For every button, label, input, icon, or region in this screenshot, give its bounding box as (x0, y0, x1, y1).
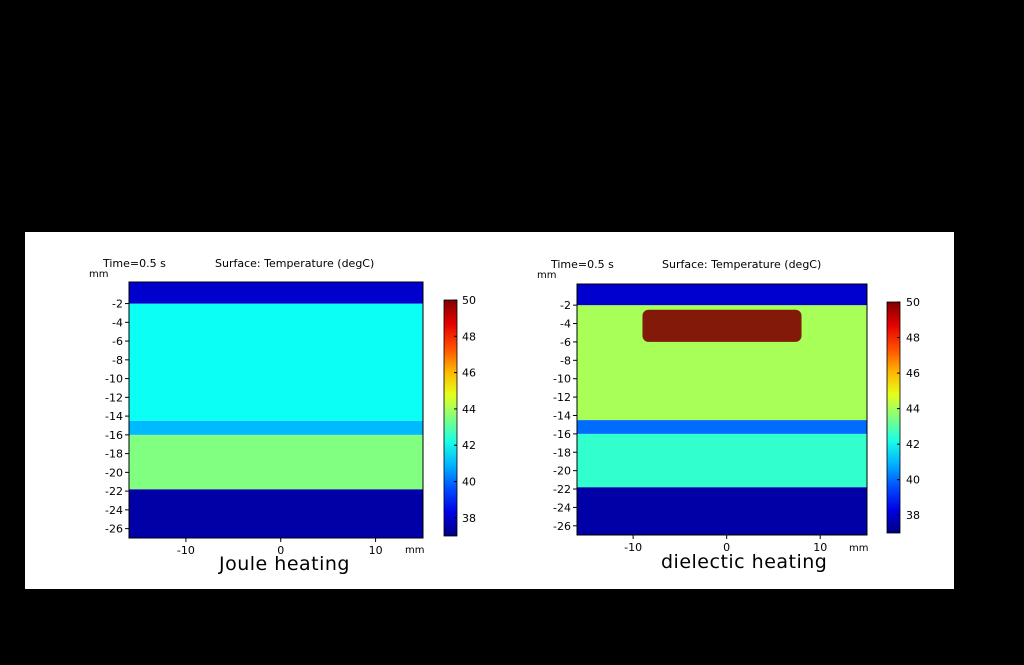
colorbar-tick-label: 42 (462, 439, 476, 452)
x-tick-label: 0 (277, 544, 284, 557)
temperature-region (577, 433, 867, 488)
y-tick-label: -10 (105, 373, 123, 386)
y-tick-label: -18 (105, 448, 123, 461)
colorbar-tick-label: 46 (906, 367, 920, 380)
colorbar-tick-label: 48 (462, 330, 476, 343)
temperature-region (129, 420, 423, 435)
y-tick-label: -12 (553, 391, 571, 404)
temperature-region (577, 487, 867, 535)
y-tick-label: -8 (112, 354, 123, 367)
temperature-region (129, 282, 423, 304)
colorbar (886, 301, 901, 534)
y-tick-label: -22 (553, 483, 571, 496)
colorbar-tick-label: 44 (462, 403, 476, 416)
x-tick-label: 10 (369, 544, 383, 557)
x-tick-label: 0 (723, 541, 730, 554)
y-tick-label: -4 (560, 318, 571, 331)
y-tick-label: -2 (560, 299, 571, 312)
x-tick-label: -10 (177, 544, 195, 557)
y-tick-label: -26 (553, 520, 571, 533)
x-unit-label: mm (849, 543, 869, 554)
y-tick-label: -24 (553, 501, 571, 514)
y-tick-label: -6 (112, 335, 123, 348)
y-unit-label: mm (89, 269, 109, 280)
chart-caption: dielectic heating (661, 551, 828, 573)
y-tick-label: -18 (553, 446, 571, 459)
colorbar-tick-label: 50 (462, 294, 476, 307)
time-label: Time=0.5 s (103, 257, 166, 270)
y-tick-label: -4 (112, 316, 123, 329)
y-tick-label: -16 (553, 428, 571, 441)
y-tick-label: -6 (560, 336, 571, 349)
y-tick-label: -16 (105, 429, 123, 442)
y-tick-label: -14 (553, 409, 571, 422)
y-unit-label: mm (537, 270, 557, 281)
colorbar (443, 299, 458, 537)
temperature-region (577, 284, 867, 306)
temperature-region (129, 434, 423, 490)
colorbar-tick-label: 44 (906, 403, 920, 416)
x-unit-label: mm (405, 545, 425, 556)
colorbar-tick-label: 48 (906, 332, 920, 345)
chart-title: Surface: Temperature (degC) (662, 258, 822, 271)
chart-title: Surface: Temperature (degC) (215, 257, 375, 270)
y-tick-label: -20 (553, 465, 571, 478)
y-tick-label: -24 (105, 504, 123, 517)
colorbar-tick-label: 38 (462, 512, 476, 525)
plot-frame (576, 283, 868, 536)
temperature-region (129, 489, 423, 538)
y-tick-label: -10 (553, 373, 571, 386)
y-tick-label: -22 (105, 485, 123, 498)
x-tick-label: 10 (813, 541, 827, 554)
y-tick-label: -26 (105, 523, 123, 536)
temperature-region (577, 420, 867, 434)
y-tick-label: -20 (105, 466, 123, 479)
colorbar-tick-label: 40 (906, 474, 920, 487)
chart-caption: Joule heating (219, 553, 350, 575)
y-tick-label: -8 (560, 354, 571, 367)
colorbar-tick-label: 46 (462, 367, 476, 380)
y-tick-label: -2 (112, 298, 123, 311)
y-tick-label: -12 (105, 391, 123, 404)
x-tick-label: -10 (624, 541, 642, 554)
time-label: Time=0.5 s (551, 258, 614, 271)
y-tick-label: -14 (105, 410, 123, 423)
plot-frame (128, 281, 424, 539)
colorbar-tick-label: 50 (906, 296, 920, 309)
colorbar-tick-label: 38 (906, 509, 920, 522)
temperature-region (129, 303, 423, 421)
hot-spot-region (642, 309, 802, 342)
colorbar-tick-label: 42 (906, 438, 920, 451)
colorbar-tick-label: 40 (462, 476, 476, 489)
